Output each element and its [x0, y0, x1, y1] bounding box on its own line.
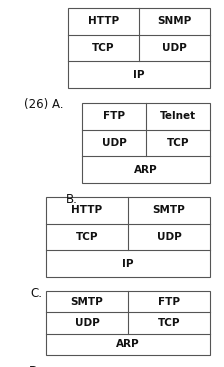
Text: SNMP: SNMP: [157, 17, 192, 26]
Text: ARP: ARP: [134, 165, 158, 175]
Text: IP: IP: [133, 70, 145, 80]
Text: FTP: FTP: [103, 111, 125, 121]
Text: SMTP: SMTP: [71, 297, 103, 307]
Text: HTTP: HTTP: [88, 17, 119, 26]
Text: D.: D.: [29, 365, 42, 367]
Text: TCP: TCP: [167, 138, 189, 148]
Text: C.: C.: [30, 287, 42, 300]
Text: HTTP: HTTP: [71, 205, 103, 215]
Text: Telnet: Telnet: [160, 111, 196, 121]
Text: TCP: TCP: [92, 43, 115, 53]
Text: TCP: TCP: [76, 232, 98, 242]
Bar: [82, 103, 210, 183]
Bar: [46, 197, 210, 277]
Text: SMTP: SMTP: [153, 205, 185, 215]
Text: (26) A.: (26) A.: [24, 98, 64, 111]
Text: FTP: FTP: [158, 297, 180, 307]
Text: UDP: UDP: [157, 232, 181, 242]
Text: UDP: UDP: [162, 43, 187, 53]
Text: UDP: UDP: [75, 318, 99, 328]
Text: B.: B.: [66, 193, 78, 206]
Bar: [46, 291, 210, 355]
Bar: [68, 8, 210, 88]
Text: ARP: ARP: [116, 339, 140, 349]
Text: TCP: TCP: [158, 318, 180, 328]
Text: IP: IP: [122, 259, 134, 269]
Text: UDP: UDP: [102, 138, 126, 148]
